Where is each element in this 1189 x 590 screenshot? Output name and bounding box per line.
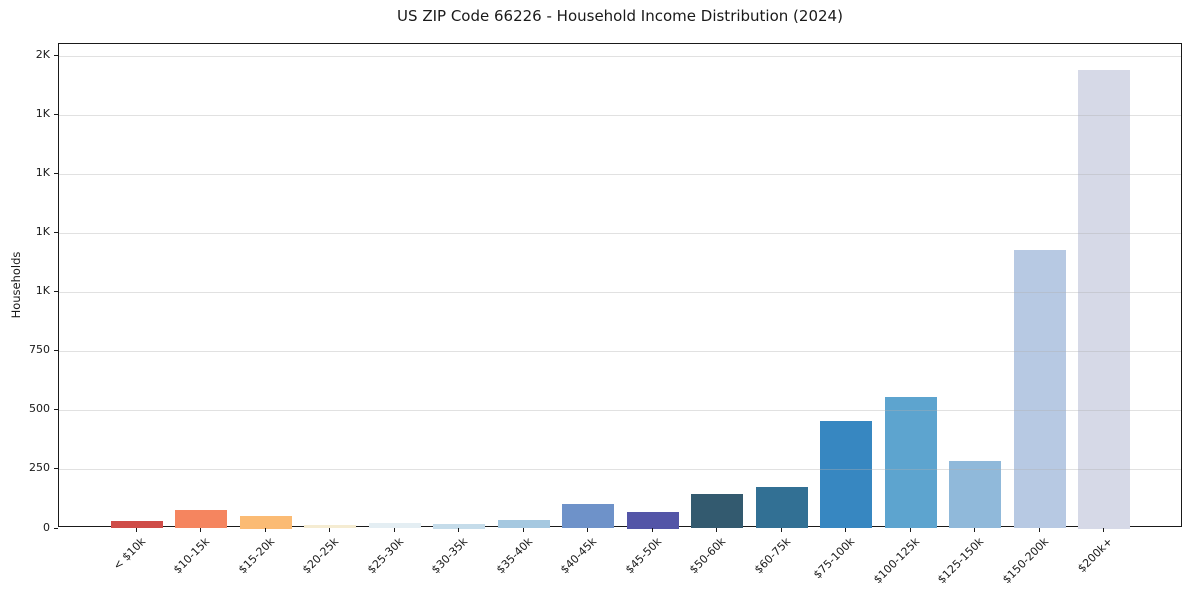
bar <box>691 493 743 529</box>
x-tick-mark <box>909 527 911 532</box>
y-tick-mark <box>54 409 58 411</box>
gridline <box>59 351 1181 353</box>
y-tick-mark <box>54 114 58 116</box>
chart-title: US ZIP Code 66226 - Household Income Dis… <box>397 7 843 25</box>
x-tick-mark <box>974 527 975 532</box>
x-tick-mark <box>393 527 395 532</box>
bar <box>949 460 1001 529</box>
y-tick-label: 1K <box>35 107 50 121</box>
y-tick-label: 1K <box>35 166 50 180</box>
y-tick-mark <box>54 55 58 57</box>
x-tick-mark <box>1103 527 1104 532</box>
x-tick-mark <box>200 527 201 532</box>
gridline <box>59 56 1181 58</box>
bar <box>433 524 485 529</box>
x-tick-mark <box>458 527 459 532</box>
x-tick-mark <box>587 527 588 532</box>
y-tick-label: 500 <box>29 402 50 416</box>
gridline <box>59 410 1181 412</box>
x-tick-mark <box>329 527 330 532</box>
y-tick-mark <box>54 468 58 470</box>
plot-area <box>58 43 1182 529</box>
y-tick-mark <box>54 232 58 234</box>
y-tick-label: 0 <box>43 520 50 534</box>
bar <box>175 509 227 529</box>
x-tick-label: < $10k <box>110 534 148 573</box>
y-tick-label: 250 <box>29 461 50 475</box>
bar <box>820 421 872 529</box>
y-tick-label: 750 <box>29 343 50 357</box>
x-tick-mark <box>651 527 653 532</box>
y-tick-label: 1K <box>35 225 50 239</box>
bar <box>110 521 163 529</box>
gridline <box>59 469 1181 471</box>
y-tick-label: 1K <box>35 284 50 298</box>
bar <box>1013 249 1066 529</box>
bar <box>626 511 679 529</box>
bar <box>755 487 808 529</box>
bar <box>304 525 356 529</box>
gridline <box>59 233 1181 235</box>
x-tick-mark <box>780 527 782 532</box>
x-tick-mark <box>135 527 137 532</box>
gridline <box>59 115 1181 117</box>
y-tick-mark <box>54 350 58 352</box>
x-tick-mark <box>845 527 846 532</box>
bar <box>497 520 550 529</box>
bar <box>368 522 421 529</box>
y-tick-mark <box>54 527 58 529</box>
bar <box>239 515 292 529</box>
x-tick-mark <box>716 527 717 532</box>
y-tick-mark <box>54 291 58 293</box>
y-tick-label: 2K <box>35 48 50 62</box>
x-tick-mark <box>522 527 524 532</box>
bar <box>1078 69 1130 529</box>
x-tick-mark <box>1038 527 1040 532</box>
gridline <box>59 174 1181 176</box>
bar <box>562 503 614 529</box>
gridline <box>59 292 1181 294</box>
y-tick-mark <box>54 173 58 175</box>
bar <box>884 397 937 529</box>
x-tick-mark <box>264 527 266 532</box>
